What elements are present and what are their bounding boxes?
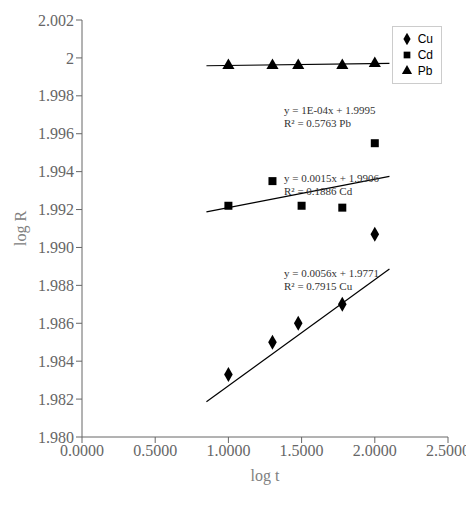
svg-text:0.5000: 0.5000 <box>133 442 177 459</box>
svg-text:y = 1E-04x + 1.9995R² = 0.5763: y = 1E-04x + 1.9995R² = 0.5763 Pb <box>284 104 376 129</box>
svg-text:1.986: 1.986 <box>38 315 74 332</box>
svg-text:2.002: 2.002 <box>38 12 74 29</box>
svg-text:2.0000: 2.0000 <box>353 442 397 459</box>
svg-text:1.0000: 1.0000 <box>206 442 250 459</box>
svg-text:0.0000: 0.0000 <box>60 442 104 460</box>
svg-text:1.984: 1.984 <box>38 353 74 370</box>
svg-text:1.982: 1.982 <box>38 391 74 408</box>
svg-text:log R: log R <box>12 211 30 246</box>
svg-text:2.5000: 2.5000 <box>426 442 466 459</box>
svg-text:1.990: 1.990 <box>38 239 74 256</box>
html-text:Cd: Cd <box>417 48 433 62</box>
svg-text:1.5000: 1.5000 <box>280 442 324 459</box>
svg-text:y = 0.0015x + 1.9906R² = 0.188: y = 0.0015x + 1.9906R² = 0.1886 Cd <box>284 172 379 197</box>
html-text:Pb: Pb <box>417 64 433 78</box>
svg-text:1.998: 1.998 <box>38 87 74 104</box>
svg-text:1.980: 1.980 <box>38 429 74 446</box>
svg-text:1.996: 1.996 <box>38 125 74 142</box>
svg-text:log t: log t <box>251 467 280 485</box>
svg-text:2: 2 <box>66 50 74 67</box>
svg-text:1.988: 1.988 <box>38 277 74 294</box>
html-text:Cu: Cu <box>417 32 433 46</box>
svg-text:1.994: 1.994 <box>38 163 74 180</box>
svg-text:1.992: 1.992 <box>38 201 74 218</box>
svg-text:y = 0.0056x + 1.9771R² = 0.791: y = 0.0056x + 1.9771R² = 0.7915 Cu <box>284 267 379 292</box>
